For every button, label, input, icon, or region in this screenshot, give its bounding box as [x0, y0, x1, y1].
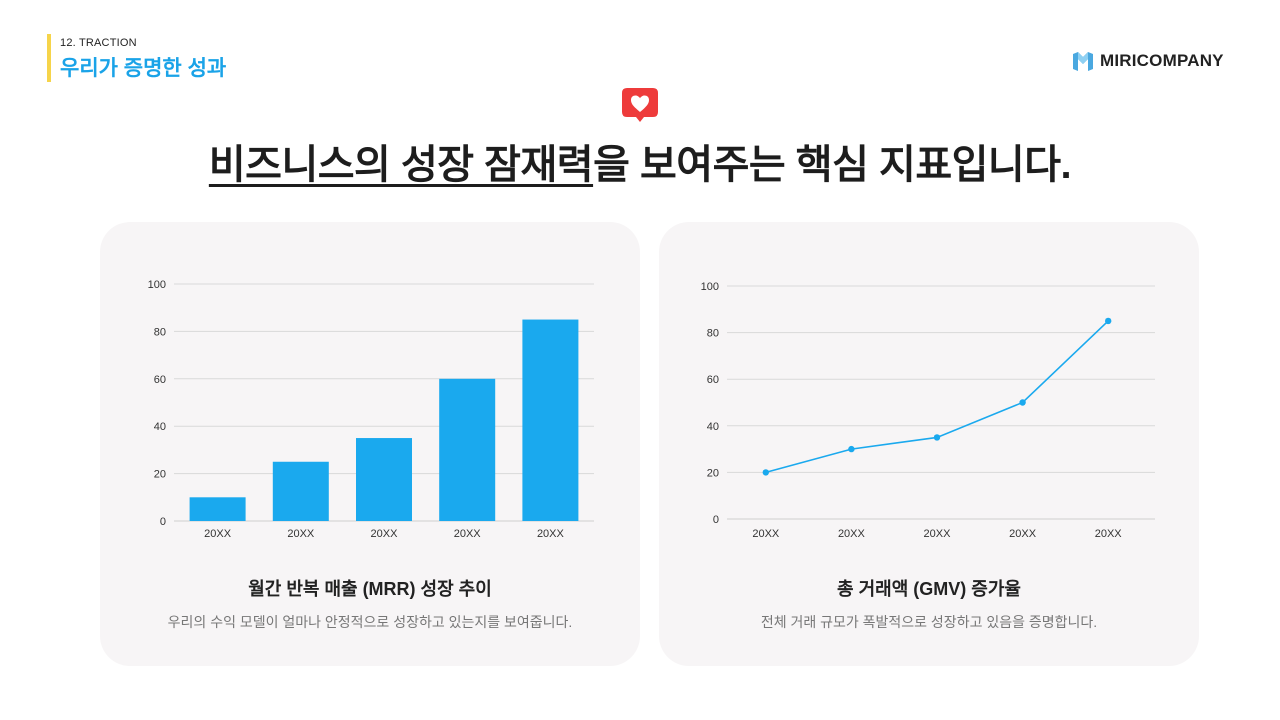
y-tick-label: 40 [707, 421, 719, 433]
x-category-label: 20XX [287, 528, 315, 540]
x-category-label: 20XX [838, 528, 866, 540]
y-tick-label: 60 [154, 374, 166, 386]
brand-logo: MIRICOMPANY [1071, 49, 1224, 73]
x-category-label: 20XX [371, 528, 399, 540]
y-tick-label: 80 [154, 326, 166, 338]
y-tick-label: 60 [707, 374, 719, 386]
bar [356, 438, 412, 521]
bar [522, 319, 579, 521]
y-tick-label: 0 [160, 516, 166, 528]
brand-name: MIRICOMPANY [1100, 51, 1224, 70]
data-point [762, 469, 769, 476]
mrr-bar-chart: 0 20 40 60 80 100 20XX 20XX 20XX 20XX 20XX [148, 279, 594, 540]
m-cube-logo-icon [1073, 52, 1093, 71]
y-tick-label: 0 [713, 514, 719, 526]
x-category-label: 20XX [752, 528, 780, 540]
mrr-card-description: 우리의 수익 모델이 얼마나 안정적으로 성장하고 있는지를 보여줍니다. [167, 614, 573, 630]
section-tag: 12. TRACTION 우리가 증명한 성과 [47, 34, 226, 82]
y-tick-label: 80 [707, 328, 719, 340]
mrr-card: 0 20 40 60 80 100 20XX 20XX 20XX 20XX 20XX 월간 반복 매… [100, 222, 640, 666]
y-tick-label: 20 [154, 469, 166, 481]
x-category-label: 20XX [537, 528, 565, 540]
section-number: 12. TRACTION [60, 37, 137, 49]
bar [439, 378, 496, 521]
x-category-label: 20XX [204, 528, 232, 540]
line-series [765, 320, 1109, 474]
x-category-label: 20XX [1095, 528, 1123, 540]
x-category-label: 20XX [454, 528, 482, 540]
heart-speech-bubble-icon [622, 88, 658, 122]
y-tick-label: 100 [148, 279, 166, 291]
bar [189, 497, 246, 521]
headline-underlined: 비즈니스의 성장 잠재력 [208, 143, 594, 187]
x-category-label: 20XX [924, 528, 952, 540]
headline: 비즈니스의 성장 잠재력을 보여주는 핵심 지표입니다. [0, 132, 1280, 190]
y-tick-label: 40 [154, 421, 166, 433]
gmv-card-description: 전체 거래 규모가 폭발적으로 성장하고 있음을 증명합니다. [760, 614, 1098, 630]
mrr-card-title: 월간 반복 매출 (MRR) 성장 추이 [248, 579, 492, 599]
x-category-label: 20XX [1009, 528, 1037, 540]
gmv-card-title: 총 거래액 (GMV) 증가율 [837, 579, 1021, 599]
y-tick-label: 100 [701, 281, 719, 293]
gmv-line-chart: 0 20 40 60 80 100 20XX 20XX 20XX 20XX 20XX [701, 281, 1155, 540]
data-point [1019, 399, 1026, 406]
data-point [933, 434, 941, 441]
headline-rest: 을 보여주는 핵심 지표입니다. [593, 143, 1072, 187]
data-point [1105, 317, 1112, 325]
y-tick-label: 20 [707, 467, 719, 479]
data-point [848, 445, 855, 453]
gmv-card: 0 20 40 60 80 100 20XX 20XX 20XX 20XX 20XX 총 거래액 (… [659, 222, 1199, 666]
bar [272, 461, 329, 521]
section-title: 우리가 증명한 성과 [60, 57, 227, 80]
